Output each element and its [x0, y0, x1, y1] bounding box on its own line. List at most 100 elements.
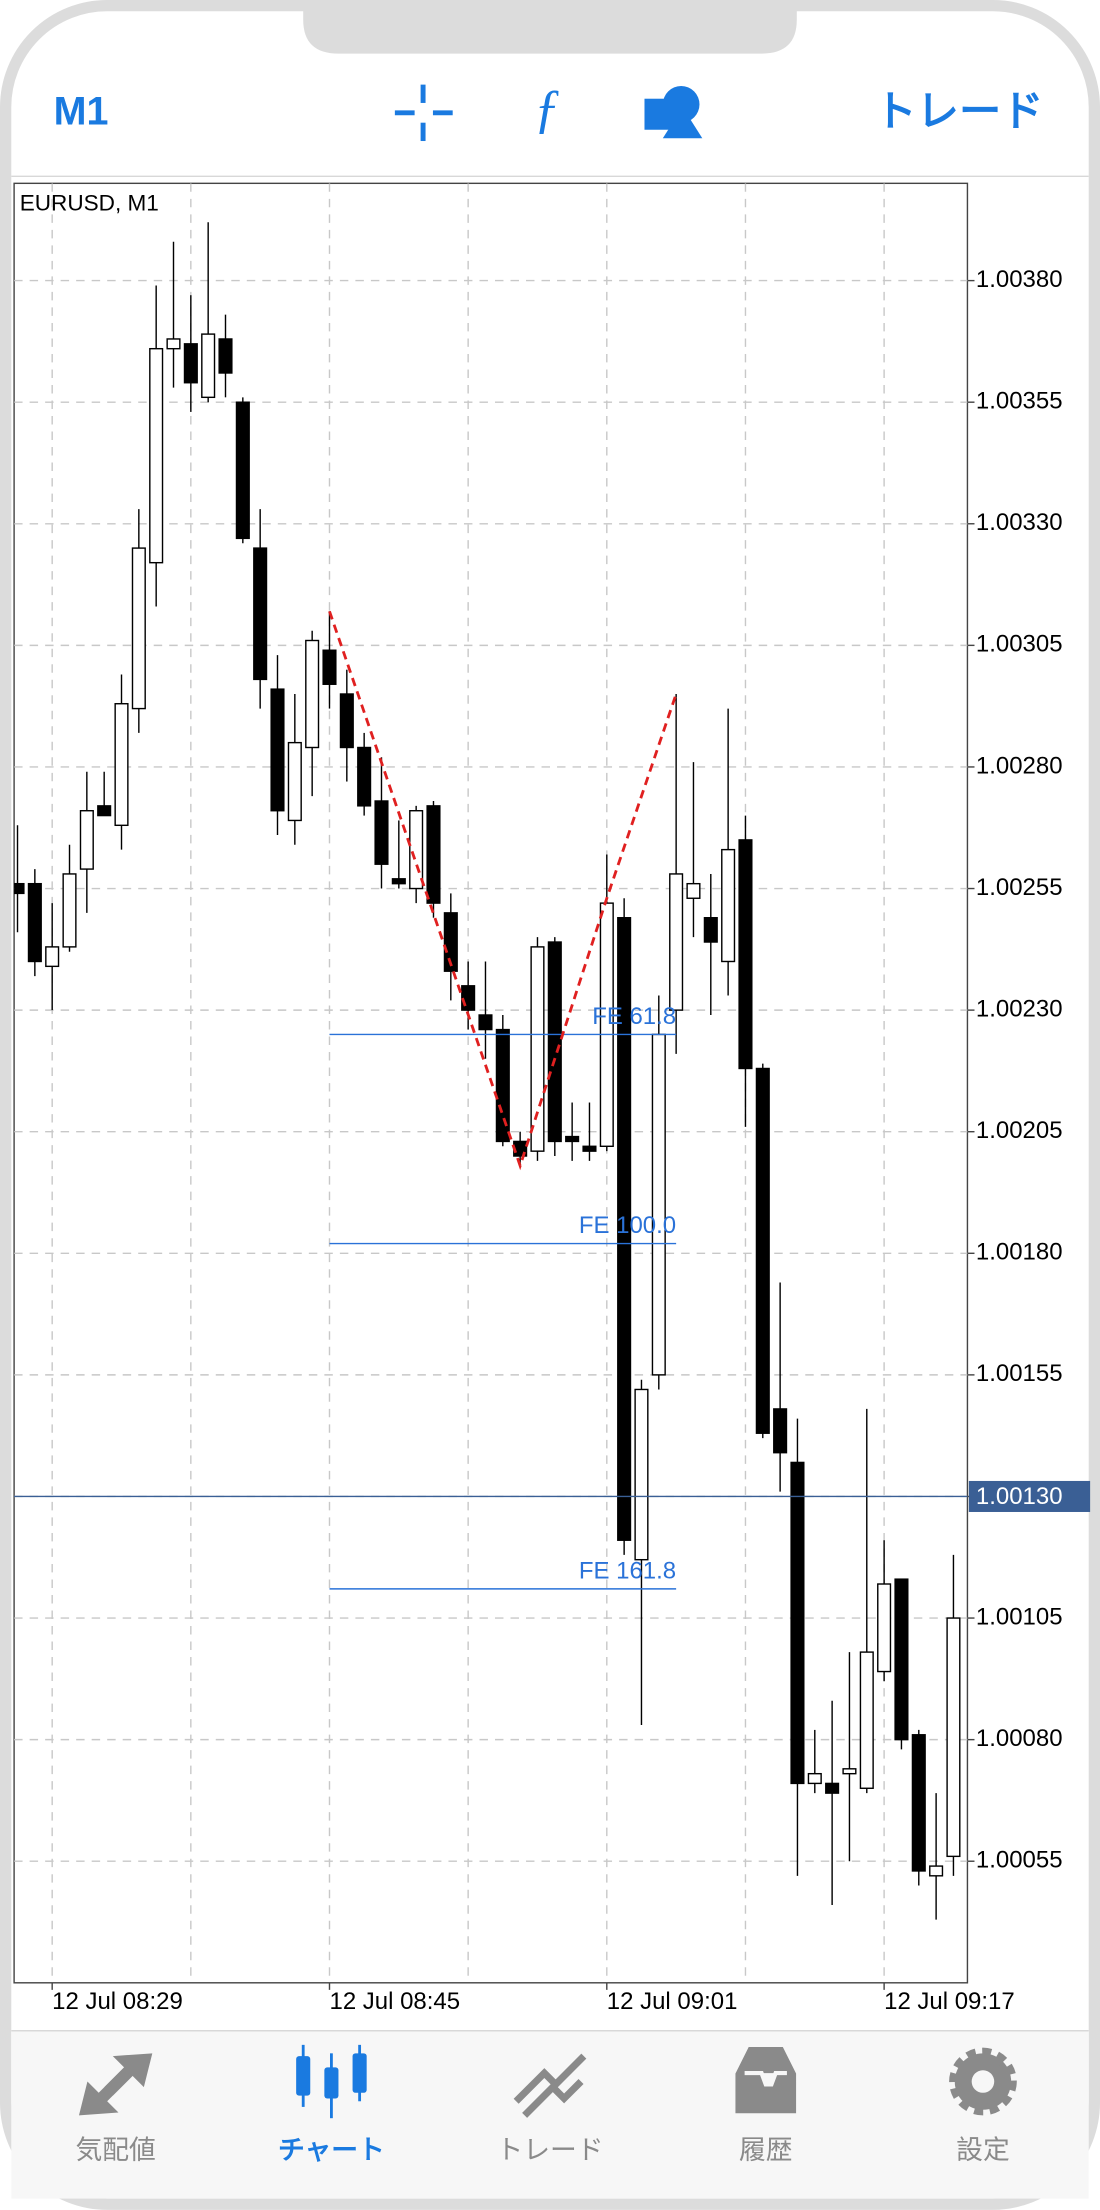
- notch: [303, 5, 797, 54]
- candle-body: [409, 810, 424, 890]
- candle-body: [426, 805, 441, 904]
- y-tick-label: 1.00280: [976, 752, 1063, 779]
- y-tick-label: 1.00380: [976, 266, 1063, 293]
- candle-body: [773, 1408, 788, 1454]
- candle-body: [97, 805, 112, 817]
- tab-label[interactable]: 履歴: [739, 2135, 793, 2165]
- candle-body: [79, 810, 94, 870]
- candle-body: [305, 639, 320, 749]
- candle-body: [27, 882, 42, 963]
- plot: [14, 183, 968, 1983]
- candle-body: [183, 343, 198, 384]
- y-tick-label: 1.00055: [976, 1847, 1063, 1874]
- candle-body: [235, 401, 250, 540]
- candle-body: [166, 338, 181, 350]
- trend-line: [328, 610, 678, 1171]
- candle-body: [547, 941, 562, 1143]
- y-tick-label: 1.00180: [976, 1239, 1063, 1266]
- y-tick-label: 1.00255: [976, 874, 1063, 901]
- objects-icon[interactable]: [644, 86, 703, 139]
- candle-body: [721, 848, 736, 963]
- fe-label: FE 100.0: [579, 1212, 676, 1239]
- candle-body: [599, 902, 614, 1148]
- trade-icon[interactable]: [513, 2053, 587, 2118]
- chart-title: EURUSD, M1: [20, 190, 159, 215]
- candle-body: [374, 800, 389, 865]
- candle-body: [617, 917, 632, 1541]
- candle-body: [62, 873, 77, 948]
- fe-label: FE 61.8: [592, 1003, 676, 1030]
- candle-body: [149, 347, 164, 564]
- timeframe-button[interactable]: M1: [54, 90, 109, 134]
- y-tick-label: 1.00105: [976, 1603, 1063, 1630]
- tab-label[interactable]: 設定: [956, 2135, 1010, 2165]
- candle-body: [114, 703, 129, 827]
- candle-body: [755, 1067, 770, 1434]
- candle-body: [357, 746, 372, 807]
- candle-body: [218, 338, 233, 374]
- tab-label[interactable]: 気配値: [75, 2135, 155, 2165]
- y-tick-label: 1.00230: [976, 995, 1063, 1022]
- candle-body: [703, 917, 718, 943]
- candle-body: [322, 649, 337, 685]
- history-icon[interactable]: [731, 2042, 801, 2118]
- current-price-label: 1.00130: [976, 1483, 1063, 1510]
- candle-body: [929, 1865, 944, 1877]
- y-tick-label: 1.00080: [976, 1725, 1063, 1752]
- candle-body: [530, 946, 545, 1152]
- candle-body: [946, 1617, 961, 1858]
- candle-body: [825, 1782, 840, 1794]
- candle-body: [339, 693, 354, 749]
- x-tick-label: 12 Jul 08:29: [52, 1988, 183, 2015]
- tab-label[interactable]: チャート: [278, 2135, 385, 2165]
- x-tick-label: 12 Jul 08:45: [329, 1988, 460, 2015]
- y-tick-label: 1.00330: [976, 509, 1063, 536]
- candle-body: [270, 688, 285, 812]
- candle-body: [686, 882, 701, 899]
- x-tick-label: 12 Jul 09:17: [884, 1988, 1015, 2015]
- candle-body: [201, 333, 216, 399]
- candle-body: [651, 1033, 666, 1376]
- candle-body: [859, 1651, 874, 1789]
- candle-body: [911, 1734, 926, 1872]
- toolbar: M1 ƒ トレード: [11, 79, 1089, 177]
- chart-icon[interactable]: [296, 2044, 367, 2119]
- candle-body: [877, 1583, 892, 1673]
- trade-button[interactable]: トレード: [874, 87, 1043, 134]
- y-tick-label: 1.00355: [976, 388, 1063, 415]
- candle-body: [443, 912, 458, 972]
- tab-bar: [11, 2030, 1089, 2199]
- candle-body: [894, 1578, 909, 1741]
- tab-label[interactable]: トレード: [496, 2135, 603, 2165]
- x-tick-label: 12 Jul 09:01: [607, 1988, 738, 2015]
- candle-body: [669, 873, 684, 1011]
- y-tick-label: 1.00155: [976, 1360, 1063, 1387]
- y-tick-label: 1.00305: [976, 631, 1063, 658]
- candle-body: [131, 547, 146, 710]
- chart: 1.00055 1.00080 1.00105 1.00130 1.00155 1.001…: [14, 183, 1091, 2015]
- settings-icon[interactable]: [949, 2047, 1017, 2116]
- candle-body: [14, 882, 25, 895]
- candle-body: [391, 878, 406, 885]
- indicator-icon[interactable]: ƒ: [534, 79, 561, 139]
- y-tick-label: 1.00205: [976, 1117, 1063, 1144]
- candle-body: [45, 946, 60, 968]
- candle-body: [565, 1135, 580, 1143]
- crosshair-icon[interactable]: [394, 84, 453, 142]
- candle-body: [495, 1028, 510, 1143]
- candle-body: [807, 1772, 822, 1785]
- quotes-icon[interactable]: [78, 2053, 153, 2116]
- candle-body: [478, 1014, 493, 1031]
- candle-body: [634, 1388, 649, 1561]
- candle-body: [842, 1768, 857, 1775]
- tab-bar-bg: [11, 2030, 1089, 2199]
- candle-body: [790, 1461, 805, 1785]
- candle-body: [253, 547, 268, 681]
- candle-body: [738, 839, 753, 1070]
- candle-body: [582, 1145, 597, 1152]
- candle-body: [287, 741, 302, 822]
- current-price-box: [968, 1480, 1091, 1512]
- fe-label: FE 161.8: [579, 1557, 676, 1584]
